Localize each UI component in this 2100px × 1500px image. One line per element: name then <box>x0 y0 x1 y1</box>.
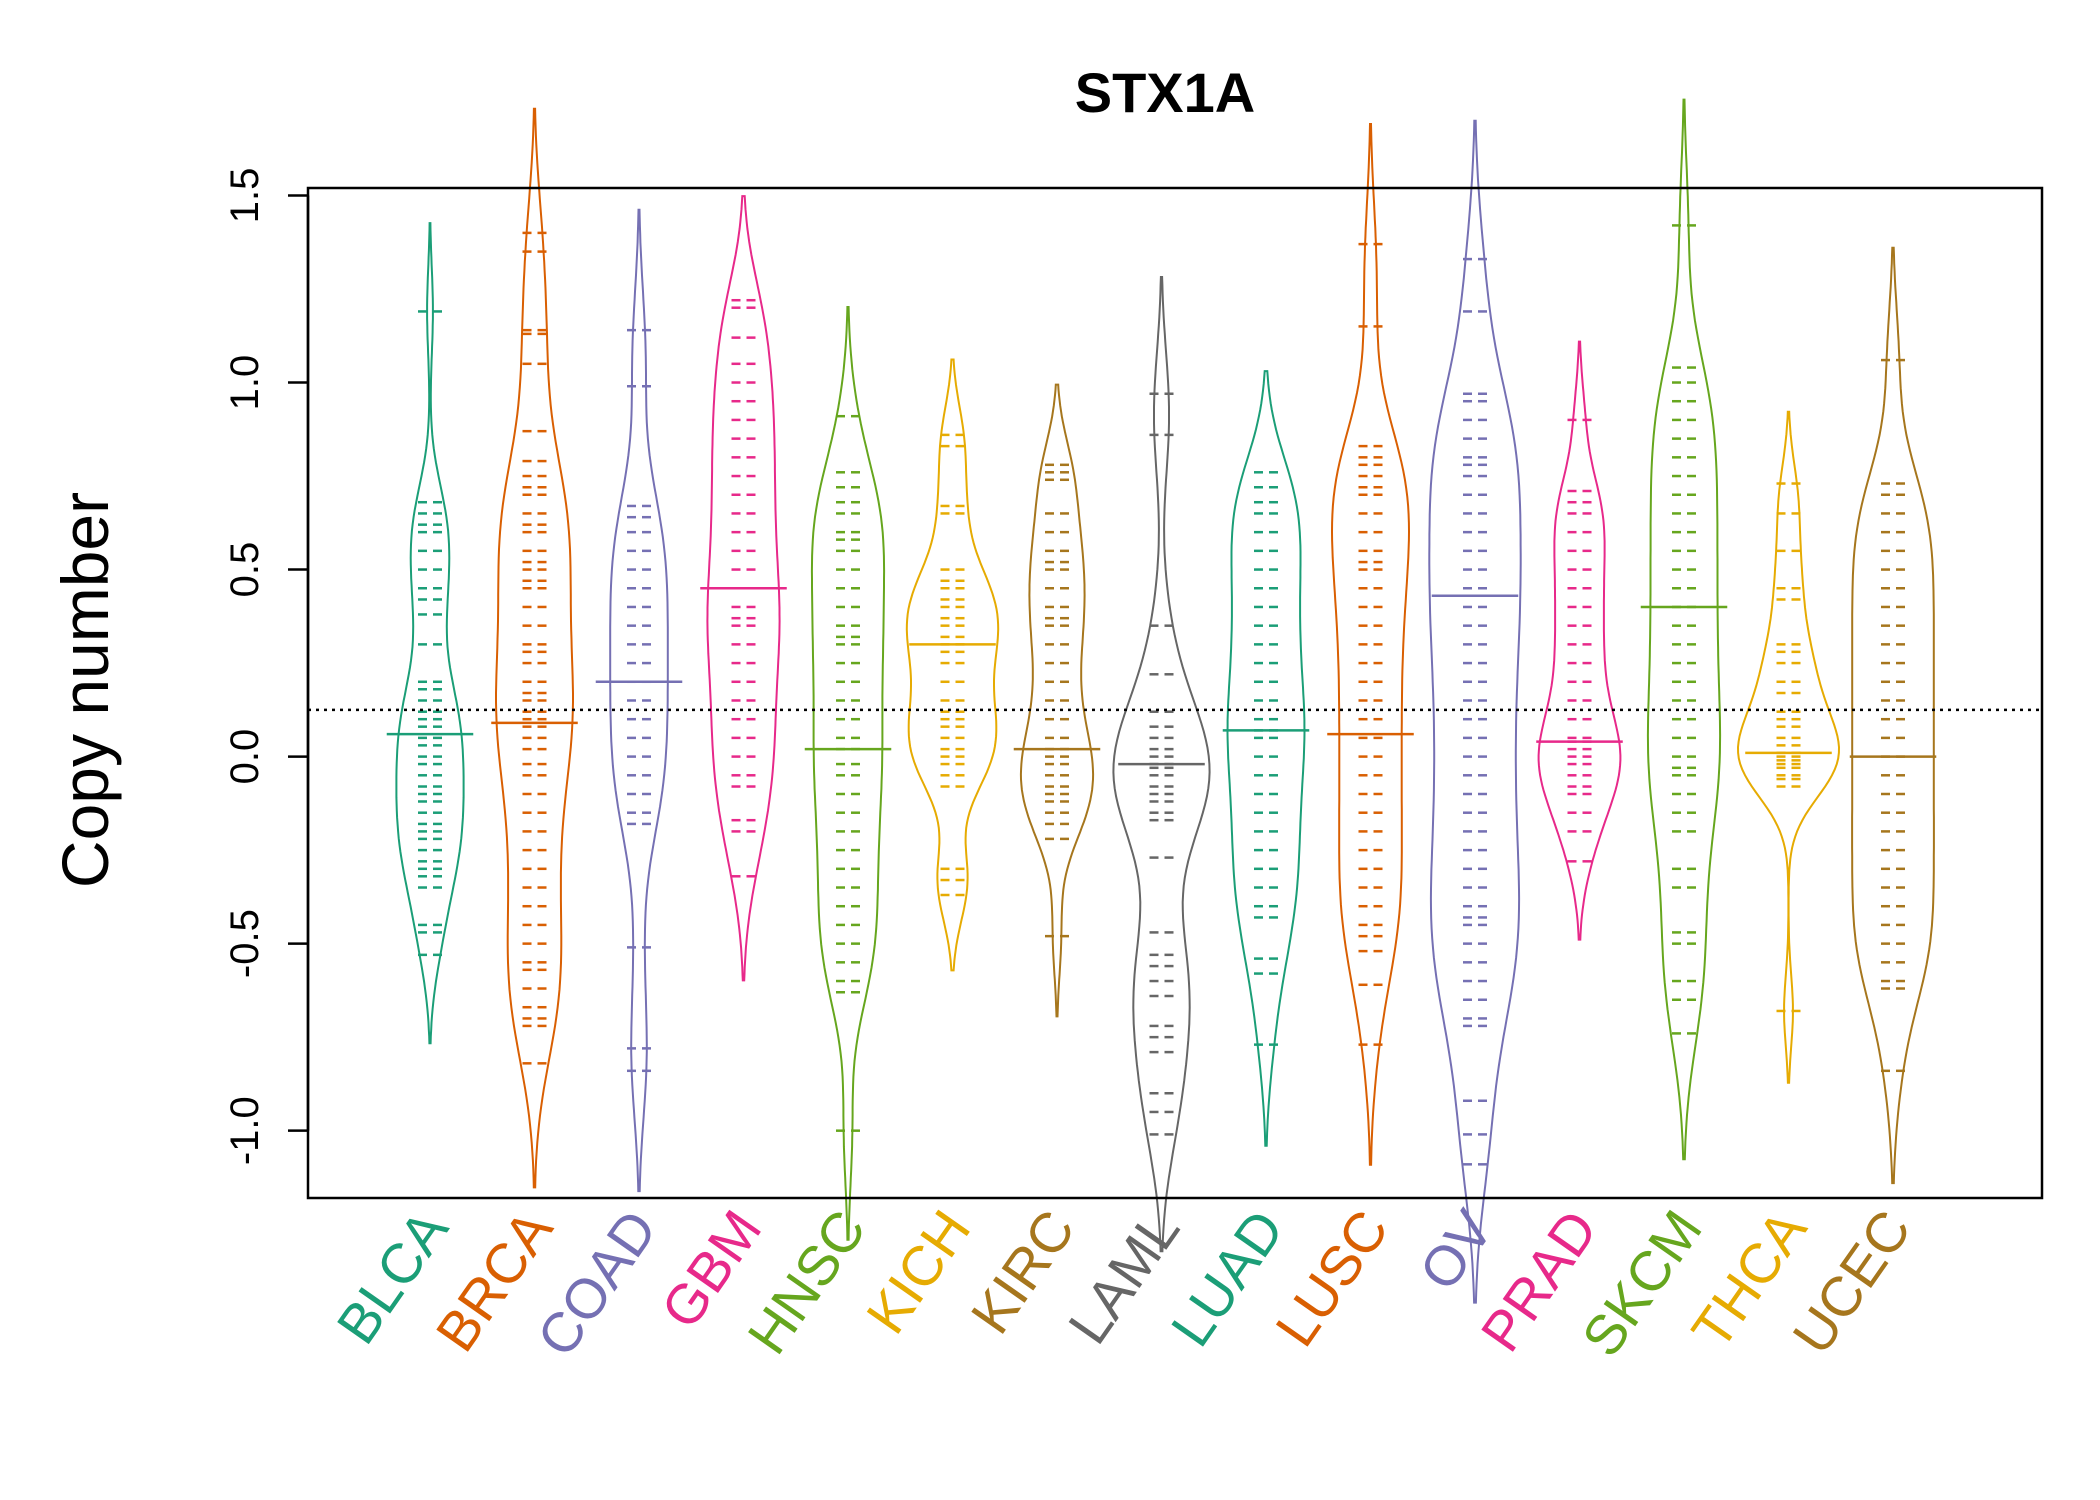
bean-thca <box>1736 410 1841 1084</box>
bean-blca <box>386 222 474 1045</box>
y-tick-label: -1.0 <box>223 1096 267 1165</box>
bean-density-skcm <box>1646 98 1722 1161</box>
bean-density-brca <box>495 107 574 1189</box>
bean-prad <box>1536 340 1623 941</box>
bean-density-coad <box>609 208 669 1193</box>
bean-lusc <box>1327 123 1414 1166</box>
bean-density-kirc <box>1019 383 1095 1018</box>
bean-kirc <box>1013 383 1101 1018</box>
y-tick-label: 0.0 <box>223 729 267 785</box>
y-tick-label: 1.0 <box>223 355 267 411</box>
y-tick-label: -0.5 <box>223 909 267 978</box>
bean-ov <box>1428 119 1522 1304</box>
bean-density-prad <box>1537 340 1622 941</box>
bean-density-ucec <box>1851 246 1935 1185</box>
y-tick-label: 1.5 <box>223 168 267 224</box>
bean-density-thca <box>1736 410 1841 1084</box>
bean-laml <box>1112 276 1211 1253</box>
bean-density-hnsc <box>810 306 886 1241</box>
y-axis-label: Copy number <box>48 492 122 888</box>
bean-brca <box>491 107 578 1189</box>
category-label-ov: OV <box>1407 1198 1505 1301</box>
beans-layer <box>386 98 1937 1304</box>
bean-density-kich <box>905 358 1000 972</box>
bean-density-luad <box>1226 370 1306 1147</box>
category-label-laml: LAML <box>1056 1199 1192 1355</box>
bean-density-ov <box>1428 119 1522 1304</box>
bean-ucec <box>1849 246 1937 1185</box>
y-tick-label: 0.5 <box>223 542 267 598</box>
chart-title: STX1A <box>1075 61 1256 124</box>
bean-hnsc <box>804 306 892 1241</box>
y-axis: 1.5 1.0 0.5 0.0 -0.5 -1.0 <box>223 168 310 1165</box>
bean-kich <box>905 358 1000 972</box>
category-label-luad: LUAD <box>1159 1199 1296 1358</box>
bean-density-lusc <box>1330 123 1411 1166</box>
bean-coad <box>595 208 683 1193</box>
category-label-lusc: LUSC <box>1263 1199 1400 1358</box>
bean-density-blca <box>395 222 465 1045</box>
bean-luad <box>1222 370 1310 1147</box>
bean-skcm <box>1640 98 1728 1161</box>
bean-gbm <box>700 195 787 982</box>
category-label-kich: KICH <box>854 1199 982 1345</box>
